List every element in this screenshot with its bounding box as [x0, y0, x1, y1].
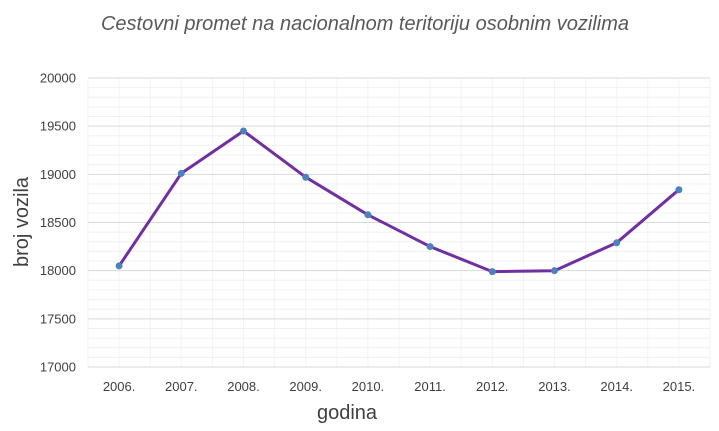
data-point	[426, 243, 434, 251]
grid-lines	[87, 77, 711, 368]
data-point	[613, 239, 621, 247]
x-tick-label: 2008.	[227, 379, 260, 394]
y-tick-label: 19500	[40, 119, 76, 134]
x-tick-label: 2014.	[600, 379, 633, 394]
chart-title: Cestovni promet na nacionalnom teritorij…	[100, 13, 630, 35]
data-point	[364, 211, 372, 219]
data-point	[488, 268, 496, 276]
data-point	[675, 186, 683, 194]
data-point	[177, 169, 185, 177]
series-line	[117, 129, 680, 274]
x-axis-title: godina	[317, 402, 378, 424]
data-point	[302, 173, 310, 181]
y-tick-label: 17500	[40, 311, 76, 326]
y-tick-label: 17000	[40, 360, 76, 375]
x-tick-label: 2011.	[414, 379, 446, 394]
data-point	[551, 267, 558, 275]
x-tick-label: 2013.	[538, 379, 571, 394]
x-tick-label: 2015.	[663, 379, 696, 394]
data-point	[115, 262, 123, 270]
y-tick-label: 19000	[40, 167, 76, 182]
tick-labels: 17000 17500 18000 18500 19000 19500 20000 2006.…	[40, 71, 695, 395]
y-tick-label: 18000	[40, 263, 76, 278]
x-tick-label: 2010.	[352, 379, 385, 394]
data-point	[240, 127, 247, 135]
x-tick-label: 2007.	[165, 379, 198, 394]
data-points	[115, 127, 683, 276]
x-tick-label: 2006.	[103, 379, 136, 394]
y-axis-title: broj vozila	[11, 176, 33, 267]
y-tick-label: 20000	[40, 71, 76, 86]
x-tick-label: 2012.	[476, 379, 509, 394]
y-tick-label: 18500	[40, 215, 76, 230]
x-tick-label: 2009.	[289, 379, 322, 394]
